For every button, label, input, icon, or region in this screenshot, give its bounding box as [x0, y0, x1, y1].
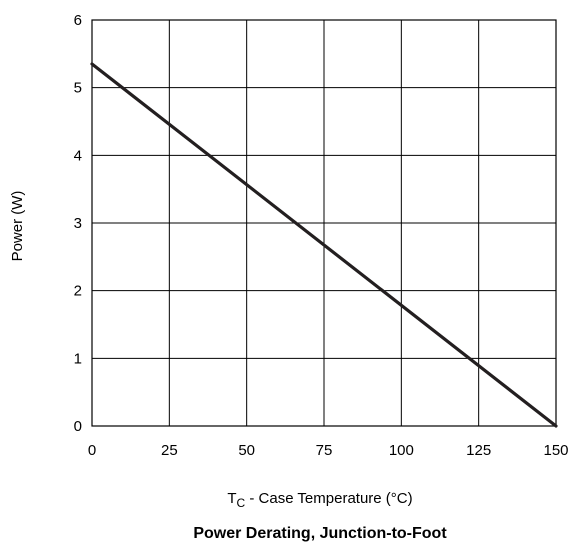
- x-axis-label-rest: - Case Temperature (°C): [245, 490, 412, 507]
- y-tick-label: 1: [74, 350, 82, 367]
- x-tick-label: 50: [238, 442, 255, 459]
- plot-frame: [91, 19, 557, 427]
- series-group: [90, 62, 558, 428]
- y-tick-label: 5: [74, 80, 82, 97]
- x-tick-label: 125: [466, 442, 491, 459]
- y-tick-label: 2: [74, 283, 82, 300]
- y-tick-label: 6: [74, 12, 82, 29]
- y-tick-label: 4: [74, 147, 82, 164]
- y-tick-labels: 0 1 2 3 4 5 6: [74, 12, 82, 435]
- x-tick-labels: 0 25 50 75 100 125 150: [88, 442, 569, 459]
- x-tick-label: 25: [161, 442, 178, 459]
- x-tick-label: 100: [389, 442, 414, 459]
- x-axis-label: TC - Case Temperature (°C): [227, 490, 412, 510]
- x-tick-label: 75: [316, 442, 333, 459]
- chart-title: Power Derating, Junction-to-Foot: [193, 525, 447, 542]
- x-tick-label: 0: [88, 442, 96, 459]
- y-tick-label: 0: [74, 418, 82, 435]
- x-axis-label-subscript: C: [237, 496, 246, 510]
- x-tick-label: 150: [543, 442, 568, 459]
- y-axis-label: Power (W): [9, 191, 26, 262]
- x-axis-label-main: T: [227, 490, 236, 507]
- power-derating-line: [90, 62, 558, 428]
- grid: [92, 20, 556, 426]
- y-tick-label: 3: [74, 215, 82, 232]
